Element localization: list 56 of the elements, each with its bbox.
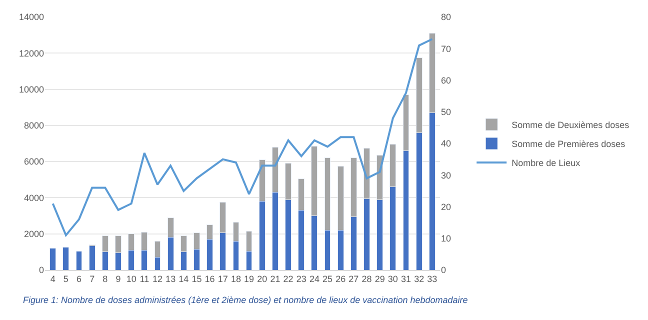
x-tick-label: 28 [362,274,372,284]
y2-tick-label: 40 [441,138,452,149]
x-tick-label: 18 [230,274,241,284]
x-tick-label: 9 [116,274,121,284]
x-tick-label: 8 [102,274,108,284]
x-tick-label: 30 [388,274,398,284]
x-tick-label: 25 [322,274,333,284]
line-series [52,38,434,236]
x-tick-label: 11 [140,274,150,284]
y2-tick-label: 70 [441,44,452,54]
x-tick-label: 29 [374,274,385,284]
x-tick-label: 27 [348,274,359,284]
y-tick-label: 4000 [24,192,44,203]
x-tick-label: 17 [218,274,228,284]
y-tick-label: 10000 [18,84,44,94]
x-tick-label: 14 [178,274,189,284]
y-tick-label: 8000 [24,120,44,131]
bar [76,250,82,270]
x-tick-label: 23 [296,274,306,284]
y2-tick-label: 10 [441,234,452,244]
bar [62,247,70,270]
y2-tick-label: 80 [441,12,452,22]
x-tick-label: 4 [50,274,56,284]
x-tick-label: 19 [244,274,254,284]
y2-tick-label: 30 [441,170,452,180]
x-tick-label: 7 [90,274,95,284]
y-tick-label: 12000 [18,48,44,58]
y2-tick-label: 0 [441,265,446,276]
y2-tick-label: 60 [441,75,452,86]
caption: Figure 1: Nombre de doses administrées (1ère et 2ième dose) et nombre de lieux de vaccination hebdomadaire [23,295,468,305]
y-tick-label: 0 [38,265,44,276]
x-tick-label: 26 [336,274,346,284]
x-tick-label: 13 [166,274,176,284]
y-tick-label: 14000 [18,12,44,22]
y-tick-label: 6000 [24,156,44,167]
x-tick-label: 33 [427,274,438,284]
x-tick-label: 6 [76,274,82,284]
x-tick-label: 16 [204,274,215,284]
legend-label: Nombre de Lieux [512,158,581,168]
y-tick-label: 2000 [24,229,44,240]
x-tick-label: 5 [63,274,68,284]
x-tick-label: 32 [414,274,424,284]
x-tick-label: 22 [283,274,294,284]
bar [88,245,96,270]
legend-label: Somme de Deuxièmes doses [512,120,630,130]
legend-label: Somme de Premières doses [512,139,626,150]
x-tick-label: 20 [257,274,268,284]
x-tick-label: 24 [309,274,320,284]
x-tick-label: 10 [126,274,136,284]
x-tick-label: 21 [270,274,280,284]
x-tick-label: 15 [192,274,202,284]
y2-tick-label: 20 [441,202,452,212]
x-tick-label: 12 [152,274,162,284]
x-tick-label: 31 [400,274,411,284]
bar [50,248,56,270]
y2-tick-label: 50 [441,107,452,118]
